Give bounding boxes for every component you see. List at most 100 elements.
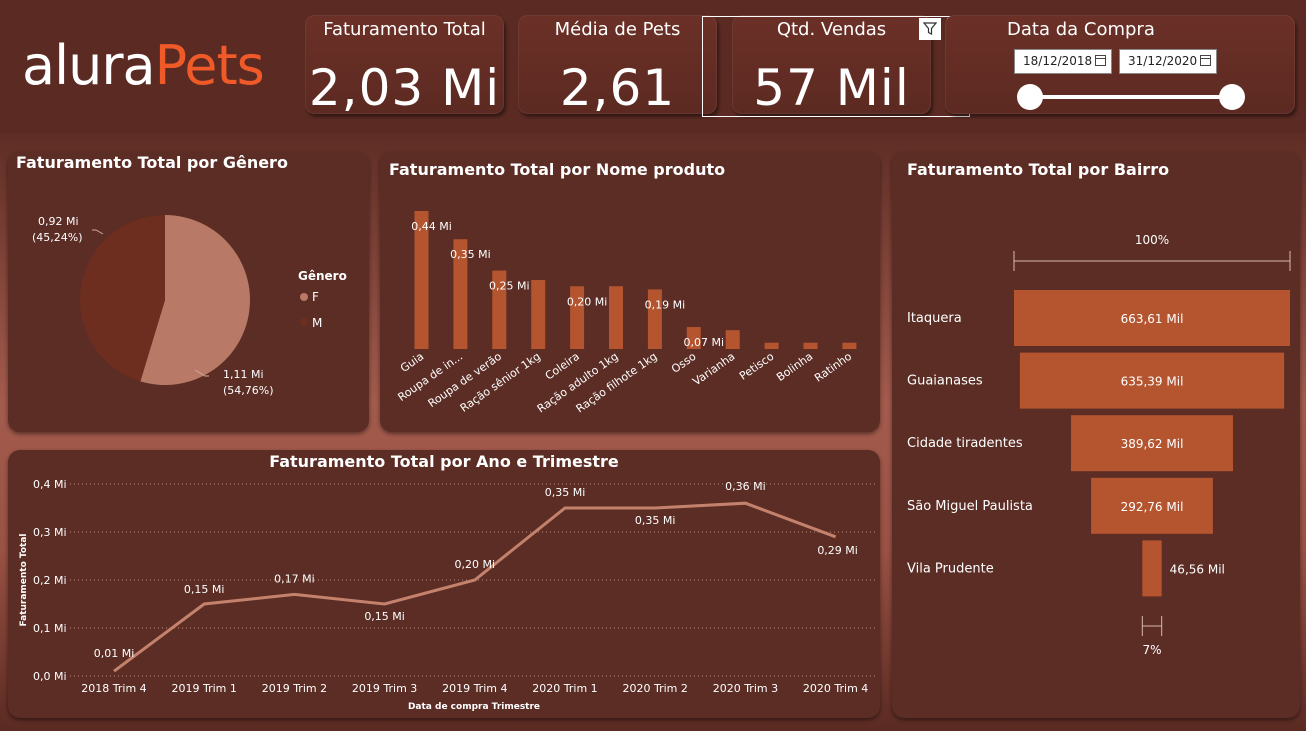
bar-data-label: 0,20 Mi — [567, 295, 608, 308]
bar-data-label: 0,07 Mi — [684, 336, 725, 349]
kpi-value: 2,03 Mi — [308, 59, 501, 117]
bar-11 — [803, 342, 818, 349]
filter-icon[interactable] — [919, 18, 941, 40]
bar-data-label: 0,35 Mi — [450, 248, 491, 261]
pie-label-f-pct: (54,76%) — [223, 384, 274, 397]
kpi-title: Faturamento Total — [323, 19, 486, 40]
top-percent-label: 100% — [1135, 233, 1169, 247]
funnel-category-label: São Miguel Paulista — [907, 499, 1033, 514]
x-tick-label: 2020 Trim 3 — [713, 682, 778, 695]
funnel-bar-3 — [1070, 415, 1234, 472]
bar-2 — [453, 239, 468, 349]
bar-3 — [492, 270, 507, 349]
pie-leader-line — [92, 229, 104, 235]
bar-8 — [686, 327, 701, 349]
y-tick-label: 0,2 Mi — [33, 574, 67, 587]
funnel-bar-1 — [1014, 290, 1290, 346]
kpi-card-faturamento[interactable]: Faturamento Total 2,03 Mi — [305, 15, 504, 117]
y-tick-label: 0,1 Mi — [33, 622, 67, 635]
line-data-label: 0,17 Mi — [274, 572, 315, 585]
x-tick-label: 2019 Trim 3 — [352, 682, 417, 695]
alura-pets-logo: aluraPets — [22, 34, 265, 97]
x-tick-label: Bolinha — [774, 350, 815, 384]
bar-12 — [842, 342, 857, 349]
kpi-value: 2,61 — [559, 59, 676, 117]
date-range-slider[interactable] — [1010, 80, 1250, 114]
bottom-percent-label: 7% — [1142, 643, 1161, 657]
funnel-category-label: Guaianases — [907, 374, 983, 389]
bar-data-label: 0,19 Mi — [645, 298, 686, 311]
x-tick-label: Guia — [398, 350, 426, 375]
funnel-value-label: 292,76 Mil — [1121, 500, 1184, 514]
line-data-label: 0,01 Mi — [94, 647, 135, 660]
bar-data-label: 0,44 Mi — [411, 220, 452, 233]
legend-item-f: F — [312, 290, 319, 304]
calendar-icon[interactable] — [1200, 55, 1211, 66]
x-tick-label: 2018 Trim 4 — [81, 682, 146, 695]
funnel-category-label: Cidade tiradentes — [907, 436, 1023, 451]
kpi-card-media-pets[interactable]: Média de Pets 2,61 — [518, 15, 717, 117]
bar-5 — [570, 286, 585, 349]
panel-title: Faturamento Total por Bairro — [907, 160, 1170, 179]
legend-title: Gênero — [298, 269, 347, 283]
funnel-bar-4 — [1091, 477, 1213, 534]
bar-4 — [531, 280, 546, 349]
y-tick-label: 0,3 Mi — [33, 526, 67, 539]
x-axis-title: Data de compra Trimestre — [408, 702, 540, 712]
funnel-value-label: 663,61 Mil — [1121, 312, 1184, 326]
funnel-value-label: 389,62 Mil — [1121, 437, 1184, 451]
start-date-input[interactable]: 18/12/2018 — [1014, 49, 1112, 74]
funnel-value-label: 46,56 Mil — [1170, 562, 1225, 576]
y-axis-title: Faturamento Total — [19, 533, 29, 626]
line-data-label: 0,35 Mi — [635, 514, 676, 527]
line-data-label: 0,29 Mi — [817, 544, 858, 557]
pie-label-m-pct: (45,24%) — [32, 231, 83, 244]
legend-item-m: M — [312, 316, 322, 330]
line-data-label: 0,20 Mi — [455, 558, 496, 571]
kpi-title: Média de Pets — [554, 19, 681, 40]
panel-title: Faturamento Total por Ano e Trimestre — [269, 452, 619, 471]
date-filter-title: Data da Compra — [1007, 19, 1155, 40]
pie-slice-f — [140, 215, 250, 385]
x-tick-label: Varianha — [690, 350, 737, 388]
y-tick-label: 0,0 Mi — [33, 670, 67, 683]
pie-chart: 1,11 Mi (54,76%) 0,92 Mi (45,24%) Gênero FM — [32, 215, 347, 397]
bar-7 — [647, 289, 662, 349]
x-tick-label: 2020 Trim 2 — [623, 682, 688, 695]
x-tick-label: 2019 Trim 4 — [442, 682, 507, 695]
funnel-category-label: Itaquera — [907, 311, 962, 326]
kpi-value: 57 Mil — [753, 59, 910, 117]
y-tick-label: 0,4 Mi — [33, 478, 67, 491]
line-data-label: 0,15 Mi — [364, 610, 405, 623]
x-tick-label: Osso — [669, 350, 699, 376]
pie-slice-m — [79, 215, 165, 382]
bairro-funnel-chart: 100% Itaquera 663,61 Mil Guaianases 635,39 M… — [907, 233, 1291, 657]
x-tick-label: Petisco — [737, 350, 777, 383]
slider-handle-start[interactable] — [1017, 84, 1043, 110]
bar-9 — [725, 330, 740, 349]
x-tick-label: Ratinho — [812, 350, 854, 385]
panel-title: Faturamento Total por Nome produto — [389, 160, 726, 179]
x-tick-label: 2019 Trim 2 — [262, 682, 327, 695]
legend-marker-m — [300, 318, 308, 326]
pie-label-f-value: 1,11 Mi — [223, 368, 264, 381]
funnel-bar-5 — [1142, 540, 1162, 597]
slider-handle-end[interactable] — [1219, 84, 1245, 110]
line-data-label: 0,35 Mi — [545, 486, 586, 499]
panel-title: Faturamento Total por Gênero — [16, 153, 288, 172]
x-tick-label: 2019 Trim 1 — [172, 682, 237, 695]
end-date-input[interactable]: 31/12/2020 — [1119, 49, 1217, 74]
kpi-card-qtd-vendas[interactable]: Qtd. Vendas 57 Mil — [732, 15, 931, 117]
funnel-bar-2 — [1019, 352, 1285, 409]
line-data-label: 0,15 Mi — [184, 583, 225, 596]
kpi-title: Qtd. Vendas — [776, 19, 887, 40]
line-series — [113, 501, 837, 673]
panel-produto: Faturamento Total por Nome produto 0,44 … — [380, 152, 880, 432]
bar-6 — [609, 286, 623, 349]
pie-label-m-value: 0,92 Mi — [38, 215, 79, 228]
calendar-icon[interactable] — [1095, 55, 1106, 66]
pie-leader-line — [194, 369, 209, 377]
funnel-value-label: 635,39 Mil — [1121, 375, 1184, 389]
panel-genero: Faturamento Total por Gênero 1,11 Mi (54,… — [8, 152, 369, 432]
